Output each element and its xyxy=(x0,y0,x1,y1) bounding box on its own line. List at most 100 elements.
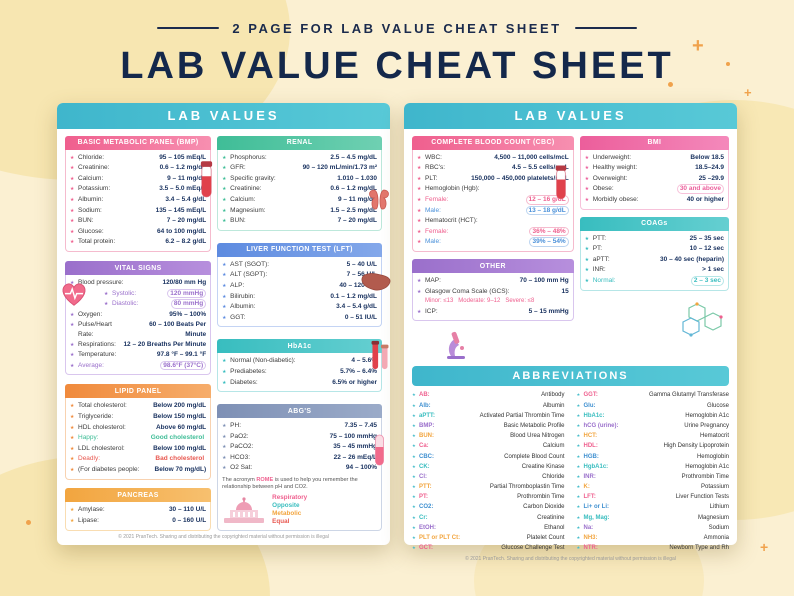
star-bullet-icon: ★ xyxy=(222,466,227,472)
star-bullet-icon: ★ xyxy=(576,484,581,490)
lab-value: 75 – 100 mmHg xyxy=(329,432,377,440)
abbrev-code: Cl: xyxy=(419,473,427,480)
lab-label: aPTT: xyxy=(592,255,610,263)
star-bullet-icon: ★ xyxy=(576,402,581,408)
lab-label: Obese: xyxy=(592,185,614,193)
lab-value: 15 xyxy=(561,287,569,295)
lab-value: 9 – 11 mg/dL xyxy=(167,174,207,182)
abbrev-code: K: xyxy=(583,484,590,491)
lab-row: ★ Calcium: 9 – 11 mg/dL xyxy=(222,195,377,206)
section-vital-signs: VITAL SIGNS ★ Blood pressure: 120/80 mm Hg… xyxy=(65,261,212,376)
abbrev-meaning: Chloride xyxy=(542,473,565,480)
page2-copyright: © 2021 PranTech. Sharing and distributin… xyxy=(465,556,676,563)
lab-label: Sodium: xyxy=(78,206,102,214)
lab-label: (For diabetes people: xyxy=(78,465,140,473)
abbrev-row: ★ PT: Prothrombin Time xyxy=(412,493,565,502)
capitol-building-icon xyxy=(224,497,265,524)
lab-value: 7 – 20 mg/dL xyxy=(166,217,207,225)
lab-row: ★ Systolic: 120 mmHg xyxy=(70,288,207,300)
molecule-icon xyxy=(682,302,723,337)
lab-value: 70 – 100 mm Hg xyxy=(519,277,569,285)
star-bullet-icon: ★ xyxy=(576,443,581,449)
star-bullet-icon: ★ xyxy=(412,443,416,449)
section-cbc: COMPLETE BLOOD COUNT (CBC) ★ WBC: 4,500 – … xyxy=(412,135,574,253)
section-bmi-title: BMI xyxy=(579,135,729,150)
lab-value: Below 100 mg/dL xyxy=(153,444,207,452)
abbrev-meaning: Activated Partial Thrombin Time xyxy=(479,412,565,419)
cheat-sheet-page-1: LAB VALUES BASIC METABOLIC PANEL (BMP) ★… xyxy=(57,102,391,545)
lab-value: 2.5 – 4.5 mg/dL xyxy=(330,153,377,161)
heart-pulse-icon xyxy=(62,283,86,306)
star-bullet-icon: ★ xyxy=(70,219,75,225)
star-bullet-icon: ★ xyxy=(576,504,581,510)
lab-label: PLT: xyxy=(425,174,438,182)
section-hba1c-title: HbA1c xyxy=(217,339,382,354)
lab-label: LDL cholesterol: xyxy=(78,444,125,452)
lab-value: 120 mmHg xyxy=(167,288,207,299)
lab-value: 3.5 – 5.0 mEq/L xyxy=(159,185,207,193)
lab-label: ICP: xyxy=(425,307,438,315)
lab-value: 80 mmHg xyxy=(170,299,207,309)
star-bullet-icon: ★ xyxy=(412,514,416,520)
lab-value: Below 150 mg/dL xyxy=(153,412,207,420)
lab-value: 36% – 48% xyxy=(529,226,569,237)
abbrev-code: Glu: xyxy=(583,402,596,409)
abbrev-row: ★ Mg, Mag: Magnesium xyxy=(577,514,730,523)
abbrev-code: HbA1c: xyxy=(583,412,605,419)
abbrev-row: ★ Cr: Creatinine xyxy=(412,514,565,523)
star-bullet-icon: ★ xyxy=(222,294,227,300)
abbrev-meaning: Creatine Kinase xyxy=(521,463,565,470)
abbrev-meaning: Carbon Dioxide xyxy=(523,504,565,511)
lab-value: 25 –29.9 xyxy=(698,174,724,182)
section-renal-title: RENAL xyxy=(217,135,382,150)
lab-value: 12 – 16 g/dL xyxy=(525,195,569,205)
star-bullet-icon: ★ xyxy=(584,176,590,182)
abbrev-code: PLT or PLT Ct: xyxy=(419,535,461,542)
star-bullet-icon: ★ xyxy=(584,187,590,193)
lab-label: PT: xyxy=(592,245,603,253)
abbrev-meaning: Sodium xyxy=(708,524,729,531)
lab-value: 94 – 100% xyxy=(345,464,377,472)
abbreviations-grid: ★ AB: Antibody ★ Alb: Albumin ★ aPTT: Activated … xyxy=(412,391,729,553)
star-bullet-icon: ★ xyxy=(70,508,75,514)
lab-value: 40 – 120 U/L xyxy=(339,282,377,289)
abbrev-row: ★ GGT: Gamma Glutamyl Transferase xyxy=(577,391,730,400)
lab-row: ★ Creatinine: 0.6 – 1.2 mg/dL xyxy=(70,163,206,174)
abbrev-code: Mg, Mag: xyxy=(583,514,610,521)
lab-label: HDL cholesterol: xyxy=(78,423,126,431)
lab-row: ★ RBC's: 4.5 – 5.5 cells/mcL xyxy=(417,163,569,174)
abbrev-code: Ca: xyxy=(419,443,429,450)
lab-label: Minor: ≤13 Moderate: 9–12 Severe: ≤8 xyxy=(425,298,535,305)
abbrev-meaning: Blood Urea Nitrogen xyxy=(510,433,565,440)
lab-label: Normal: xyxy=(592,277,616,285)
lab-label: Pulse/Heart Rate: xyxy=(78,321,112,338)
star-bullet-icon: ★ xyxy=(412,392,416,398)
abbrev-code: NH3: xyxy=(583,535,598,542)
lab-row: ★ Male: 39% – 54% xyxy=(417,237,569,248)
lab-value: 3.4 – 5.4 g/dL xyxy=(165,196,207,204)
lab-value: 10 – 12 sec xyxy=(689,245,724,253)
abbrev-meaning: High Density Lipoprotein xyxy=(663,443,729,450)
lab-label: MAP: xyxy=(425,277,441,285)
sparkle-icon xyxy=(26,520,31,525)
lab-value: 30 – 40 sec (heparin) xyxy=(660,255,724,263)
abbrev-code: Li+ or Li: xyxy=(583,504,610,511)
lab-label: PH: xyxy=(230,422,242,430)
lab-row: ★ Total protein: 6.2 – 8.2 g/dL xyxy=(70,237,206,248)
lab-value: 3.4 – 5.4 g/dL xyxy=(336,303,377,311)
page2-header: LAB VALUES xyxy=(404,102,737,129)
abbrev-code: INR: xyxy=(583,473,596,480)
star-bullet-icon: ★ xyxy=(576,422,581,428)
lab-label: Normal (Non-diabetic): xyxy=(230,357,296,365)
lab-value: 35 – 45 mmHg xyxy=(333,443,377,451)
abbrev-meaning: Partial Thromboplastin Time xyxy=(489,484,565,491)
lab-value: 40 or higher xyxy=(686,196,724,204)
lab-value: 95 – 105 mEq/L xyxy=(159,153,207,161)
lab-row: ★ (For diabetes people: Below 70 mg/dL) xyxy=(70,465,206,476)
lab-label: Overweight: xyxy=(592,174,628,182)
abbrev-meaning: Ethanol xyxy=(544,524,565,531)
star-bullet-icon: ★ xyxy=(70,281,75,287)
lab-value: 1.5 – 2.5 mg/dL xyxy=(330,206,377,214)
lab-label: WBC: xyxy=(425,153,442,161)
